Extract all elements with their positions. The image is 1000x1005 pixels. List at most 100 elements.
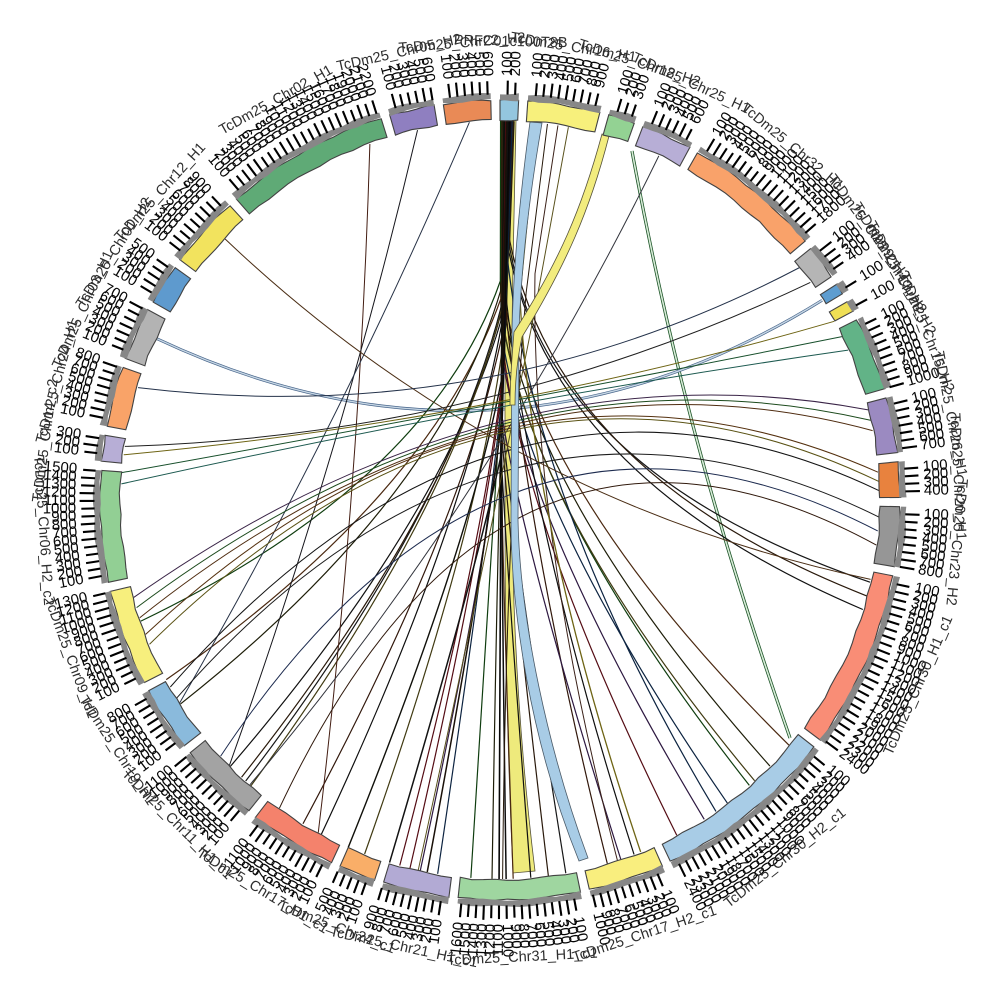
svg-text:600: 600 bbox=[568, 57, 589, 85]
svg-text:400: 400 bbox=[924, 481, 949, 499]
svg-text:300: 300 bbox=[544, 53, 564, 80]
svg-text:700: 700 bbox=[575, 58, 597, 86]
svg-text:1400: 1400 bbox=[43, 466, 77, 485]
svg-text:1200: 1200 bbox=[43, 483, 77, 501]
svg-text:500: 500 bbox=[66, 368, 95, 391]
svg-text:600: 600 bbox=[620, 902, 644, 931]
svg-text:300: 300 bbox=[453, 52, 472, 78]
svg-text:500: 500 bbox=[921, 537, 948, 557]
svg-text:400: 400 bbox=[552, 54, 572, 81]
svg-text:100: 100 bbox=[57, 571, 85, 592]
svg-text:200: 200 bbox=[536, 53, 556, 80]
svg-text:800: 800 bbox=[515, 923, 533, 949]
svg-text:700: 700 bbox=[919, 434, 946, 454]
svg-text:400: 400 bbox=[54, 547, 81, 567]
svg-text:600: 600 bbox=[417, 56, 438, 84]
svg-text:200: 200 bbox=[385, 62, 407, 90]
svg-text:100: 100 bbox=[499, 51, 516, 76]
svg-text:300: 300 bbox=[62, 384, 90, 406]
svg-text:100: 100 bbox=[910, 385, 938, 407]
svg-text:400: 400 bbox=[915, 409, 943, 430]
svg-text:800: 800 bbox=[583, 60, 605, 88]
svg-text:300: 300 bbox=[909, 595, 937, 618]
svg-text:600: 600 bbox=[68, 360, 97, 384]
svg-text:1300: 1300 bbox=[473, 923, 491, 957]
svg-text:100: 100 bbox=[614, 68, 638, 97]
svg-text:800: 800 bbox=[900, 351, 929, 375]
svg-text:400: 400 bbox=[907, 602, 936, 625]
svg-text:200: 200 bbox=[56, 563, 84, 584]
svg-text:800: 800 bbox=[369, 905, 392, 934]
svg-text:1100: 1100 bbox=[44, 492, 76, 509]
svg-text:100: 100 bbox=[425, 918, 445, 945]
svg-text:300: 300 bbox=[55, 555, 82, 576]
svg-text:500: 500 bbox=[470, 51, 488, 77]
svg-text:200: 200 bbox=[417, 917, 438, 944]
svg-text:900: 900 bbox=[51, 508, 77, 526]
svg-text:200: 200 bbox=[912, 393, 940, 415]
svg-text:TcDm25_Chr31_H1_c1: TcDm25_Chr31_H1_c1 bbox=[447, 946, 598, 969]
svg-text:600: 600 bbox=[918, 425, 945, 445]
svg-text:1100: 1100 bbox=[490, 924, 507, 956]
svg-text:700: 700 bbox=[523, 922, 542, 948]
svg-text:600: 600 bbox=[919, 545, 946, 565]
svg-text:100: 100 bbox=[922, 456, 948, 475]
svg-text:200: 200 bbox=[923, 514, 949, 532]
svg-text:300: 300 bbox=[55, 423, 82, 444]
svg-text:600: 600 bbox=[52, 531, 79, 550]
svg-text:500: 500 bbox=[409, 57, 430, 85]
svg-text:700: 700 bbox=[612, 904, 635, 933]
svg-text:800: 800 bbox=[917, 561, 944, 582]
svg-text:200: 200 bbox=[445, 52, 465, 79]
svg-text:900: 900 bbox=[69, 619, 98, 643]
svg-text:700: 700 bbox=[52, 524, 78, 543]
svg-text:TcDm25_Chr20_H1: TcDm25_Chr20_H1 bbox=[946, 413, 968, 541]
svg-text:100: 100 bbox=[528, 52, 547, 78]
svg-text:1400: 1400 bbox=[464, 923, 483, 957]
svg-text:400: 400 bbox=[922, 530, 948, 549]
svg-text:300: 300 bbox=[914, 401, 942, 423]
svg-text:200: 200 bbox=[507, 51, 525, 77]
svg-text:100: 100 bbox=[377, 64, 400, 93]
svg-text:1500: 1500 bbox=[456, 922, 476, 957]
svg-text:200: 200 bbox=[54, 431, 81, 451]
svg-text:200: 200 bbox=[60, 392, 88, 414]
svg-text:1600: 1600 bbox=[447, 921, 467, 956]
svg-text:400: 400 bbox=[401, 58, 423, 86]
svg-text:1300: 1300 bbox=[43, 475, 77, 493]
svg-text:100: 100 bbox=[53, 439, 80, 459]
svg-text:100: 100 bbox=[913, 579, 941, 601]
svg-text:100: 100 bbox=[570, 915, 591, 943]
svg-text:500: 500 bbox=[393, 912, 415, 940]
svg-text:300: 300 bbox=[922, 522, 948, 541]
svg-text:500: 500 bbox=[917, 417, 944, 438]
svg-text:1000: 1000 bbox=[43, 500, 77, 518]
svg-text:300: 300 bbox=[393, 60, 415, 88]
svg-text:100: 100 bbox=[923, 506, 949, 524]
svg-text:500: 500 bbox=[560, 55, 581, 82]
svg-text:900: 900 bbox=[591, 61, 613, 89]
svg-text:900: 900 bbox=[361, 903, 385, 932]
svg-text:800: 800 bbox=[605, 906, 628, 935]
svg-text:700: 700 bbox=[71, 352, 100, 376]
svg-text:600: 600 bbox=[478, 51, 496, 77]
svg-text:900: 900 bbox=[597, 909, 620, 937]
svg-text:400: 400 bbox=[546, 919, 566, 946]
svg-text:400: 400 bbox=[462, 51, 481, 77]
svg-text:400: 400 bbox=[401, 914, 423, 942]
svg-text:200: 200 bbox=[622, 70, 646, 99]
svg-text:100: 100 bbox=[437, 53, 457, 80]
svg-text:1500: 1500 bbox=[43, 458, 78, 477]
svg-text:200: 200 bbox=[911, 587, 939, 609]
svg-text:600: 600 bbox=[385, 910, 407, 938]
svg-text:300: 300 bbox=[923, 473, 949, 491]
svg-text:600: 600 bbox=[902, 618, 931, 642]
svg-text:500: 500 bbox=[905, 610, 934, 633]
svg-text:1200: 1200 bbox=[481, 924, 499, 958]
svg-text:900: 900 bbox=[902, 359, 931, 383]
svg-text:800: 800 bbox=[51, 516, 77, 534]
svg-text:700: 700 bbox=[377, 908, 400, 937]
svg-text:400: 400 bbox=[64, 376, 93, 399]
svg-text:300: 300 bbox=[554, 918, 574, 945]
svg-text:PRFC01c100T8B: PRFC01c100T8B bbox=[454, 33, 568, 52]
